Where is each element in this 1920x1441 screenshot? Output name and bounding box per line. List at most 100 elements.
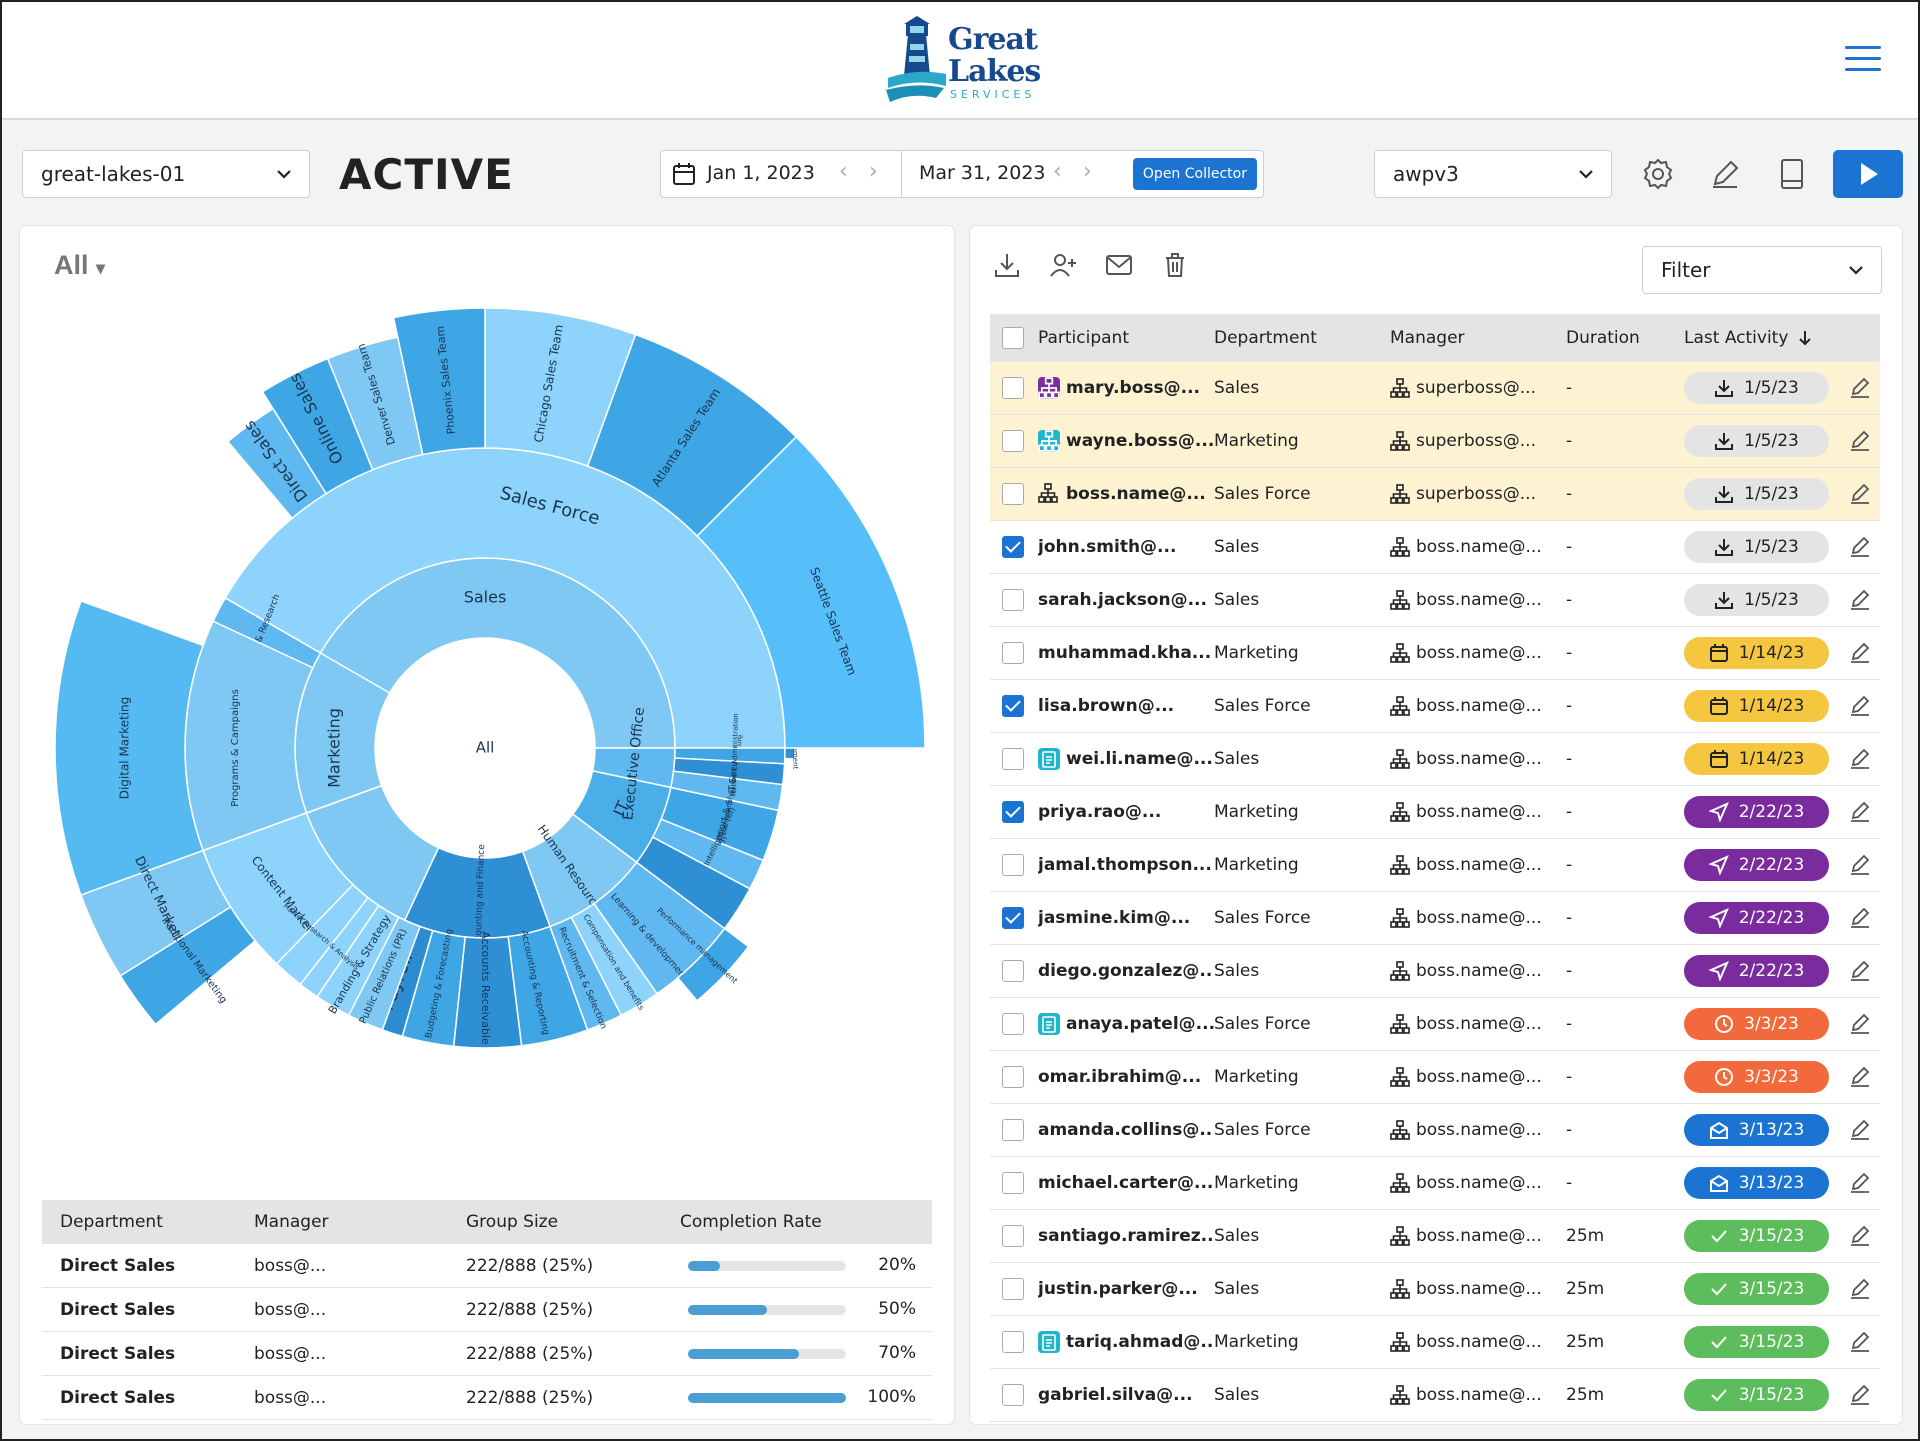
edit-pencil-icon[interactable] [1848,1118,1872,1142]
open-collector-button[interactable]: Open Collector [1132,158,1257,190]
trash-icon[interactable] [1160,250,1190,280]
edit-pencil-icon[interactable] [1848,906,1872,930]
header-participant[interactable]: Participant [1038,328,1130,348]
row-checkbox[interactable] [1002,1225,1024,1247]
participant-row[interactable]: wayne.boss@... Marketing superboss@... - 1/5… [990,415,1880,468]
participant-row[interactable]: lisa.brown@... Sales Force boss.name@... - 1… [990,680,1880,733]
end-next-chevron-icon[interactable]: › [1083,159,1092,184]
participant-row[interactable]: mary.boss@... Sales superboss@... - 1/5/23 [990,362,1880,415]
pencil-icon[interactable] [1705,154,1745,194]
participant-cell[interactable]: gabriel.silva@... [1038,1385,1214,1405]
participant-cell[interactable]: mary.boss@... [1038,377,1214,399]
edit-pencil-icon[interactable] [1848,694,1872,718]
add-user-icon[interactable] [1048,250,1078,280]
participant-row[interactable]: boss.name@... Sales Force superboss@... - 1/… [990,468,1880,521]
edit-pencil-icon[interactable] [1848,1330,1872,1354]
participant-row[interactable]: jamal.thompson... Marketing boss.name@... -… [990,839,1880,892]
last-activity-badge[interactable]: 1/14/23 [1684,743,1829,775]
participant-cell[interactable]: boss.name@... [1038,483,1214,505]
row-checkbox[interactable] [1002,748,1024,770]
start-next-chevron-icon[interactable]: › [869,159,878,184]
row-checkbox[interactable] [1002,1384,1024,1406]
header-group-size[interactable]: Group Size [466,1212,559,1232]
edit-pencil-icon[interactable] [1848,1383,1872,1407]
participant-row[interactable]: sarah.jackson@... Sales boss.name@... - 1/5/… [990,574,1880,627]
participant-cell[interactable]: sarah.jackson@... [1038,590,1214,610]
row-checkbox[interactable] [1002,1172,1024,1194]
last-activity-badge[interactable]: 3/15/23 [1684,1220,1829,1252]
last-activity-badge[interactable]: 2/22/23 [1684,902,1829,934]
gear-icon[interactable] [1638,154,1678,194]
row-checkbox[interactable] [1002,589,1024,611]
participant-cell[interactable]: santiago.ramirez... [1038,1226,1214,1246]
edit-pencil-icon[interactable] [1848,853,1872,877]
header-manager[interactable]: Manager [254,1212,329,1232]
participant-row[interactable]: diego.gonzalez@... Sales boss.name@... - 2/2… [990,945,1880,998]
row-checkbox[interactable] [1002,1119,1024,1141]
department-row[interactable]: Direct Sales boss@... 222/888 (25%) 20% [42,1244,932,1288]
edit-pencil-icon[interactable] [1848,800,1872,824]
participant-cell[interactable]: wayne.boss@... [1038,430,1214,452]
participant-row[interactable]: michael.carter@... Marketing boss.name@...… [990,1157,1880,1210]
play-button[interactable] [1833,150,1903,198]
participant-cell[interactable]: michael.carter@... [1038,1173,1214,1193]
participant-cell[interactable]: diego.gonzalez@... [1038,961,1214,981]
sunburst-direct-marketing[interactable] [79,849,232,977]
row-checkbox[interactable] [1002,907,1024,929]
edit-pencil-icon[interactable] [1848,588,1872,612]
participant-cell[interactable]: john.smith@... [1038,537,1214,557]
last-activity-badge[interactable]: 1/14/23 [1684,690,1829,722]
edit-pencil-icon[interactable] [1848,747,1872,771]
edit-pencil-icon[interactable] [1848,1012,1872,1036]
sunburst-online[interactable] [261,357,374,495]
version-dropdown[interactable]: awpv3 [1374,150,1612,198]
sunburst-recruit[interactable] [549,916,623,1031]
last-activity-badge[interactable]: 3/15/23 [1684,1273,1829,1305]
last-activity-badge[interactable]: 3/3/23 [1684,1008,1829,1040]
row-checkbox[interactable] [1002,960,1024,982]
participant-cell[interactable]: jamal.thompson... [1038,855,1214,875]
row-checkbox[interactable] [1002,1066,1024,1088]
participant-row[interactable]: santiago.ramirez... Sales boss.name@... 25m… [990,1210,1880,1263]
last-activity-badge[interactable]: 1/5/23 [1684,531,1829,563]
great-lakes-logo[interactable]: Great Lakes SERVICES [886,16,1056,106]
participant-row[interactable]: john.smith@... Sales boss.name@... - 1/5/23 [990,521,1880,574]
sunburst-chicago[interactable] [484,307,637,468]
edit-pencil-icon[interactable] [1848,1277,1872,1301]
row-checkbox[interactable] [1002,1013,1024,1035]
last-activity-badge[interactable]: 3/15/23 [1684,1379,1829,1411]
participant-row[interactable]: muhammad.kha... Marketing boss.name@... - 1/… [990,627,1880,680]
sunburst-pr[interactable] [347,916,421,1031]
edit-pencil-icon[interactable] [1848,429,1872,453]
sunburst-security[interactable] [672,757,786,786]
end-date[interactable]: Mar 31, 2023 [919,162,1046,184]
header-completion-rate[interactable]: Completion Rate [680,1212,822,1232]
sunburst-sys-analyst[interactable] [669,770,784,812]
edit-pencil-icon[interactable] [1848,1224,1872,1248]
participant-cell[interactable]: priya.rao@... [1038,802,1214,822]
edit-pencil-icon[interactable] [1848,1171,1872,1195]
last-activity-badge[interactable]: 1/5/23 [1684,584,1829,616]
header-last-activity[interactable]: Last Activity [1684,328,1814,348]
row-checkbox[interactable] [1002,854,1024,876]
participant-row[interactable]: gabriel.silva@... Sales boss.name@... 25m 3/… [990,1369,1880,1422]
participant-row[interactable]: omar.ibrahim@... Marketing boss.name@... - 3… [990,1051,1880,1104]
row-checkbox[interactable] [1002,377,1024,399]
row-checkbox[interactable] [1002,695,1024,717]
participant-cell[interactable]: lisa.brown@... [1038,696,1214,716]
row-checkbox[interactable] [1002,483,1024,505]
edit-pencil-icon[interactable] [1848,482,1872,506]
last-activity-badge[interactable]: 1/14/23 [1684,637,1829,669]
start-prev-chevron-icon[interactable]: ‹ [839,159,848,184]
participant-row[interactable]: anaya.patel@... Sales Force boss.name@... -… [990,998,1880,1051]
last-activity-badge[interactable]: 2/22/23 [1684,796,1829,828]
row-checkbox[interactable] [1002,430,1024,452]
last-activity-badge[interactable]: 3/3/23 [1684,1061,1829,1093]
row-checkbox[interactable] [1002,1331,1024,1353]
last-activity-badge[interactable]: 1/5/23 [1684,372,1829,404]
sunburst-digital[interactable] [54,599,205,897]
participant-row[interactable]: justin.parker@... Sales boss.name@... 25m 3/… [990,1263,1880,1316]
sunburst-atlanta[interactable] [586,333,798,537]
last-activity-badge[interactable]: 3/13/23 [1684,1167,1829,1199]
